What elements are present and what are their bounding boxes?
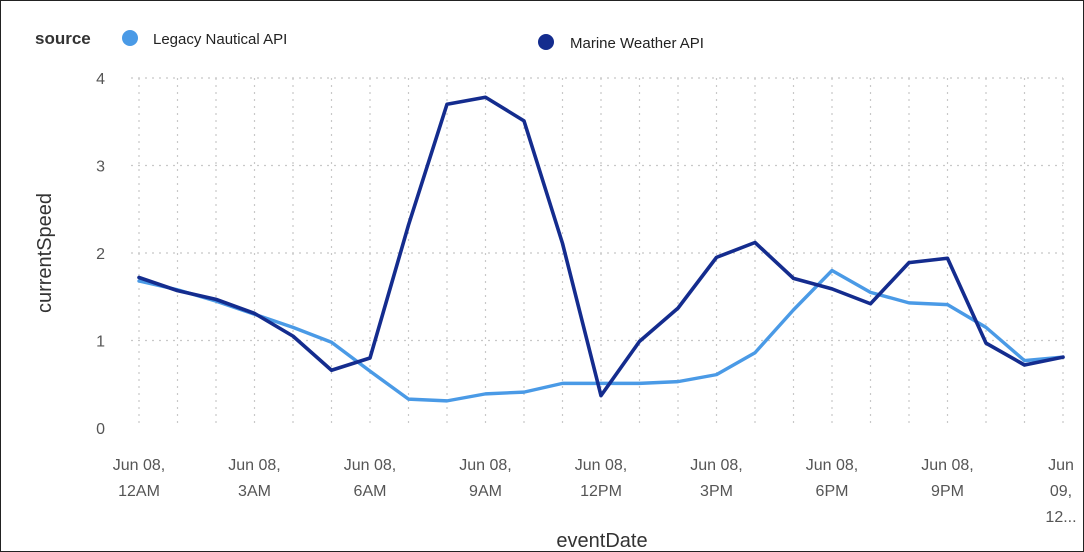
legend-marker-legacy-nautical-api: [122, 30, 138, 46]
x-tick-label-line: Jun 08,: [921, 457, 973, 474]
x-tick-label-line: Jun 08,: [113, 457, 165, 474]
x-axis-ticks: Jun 08, 12AM Jun 08, 3AM Jun 08, 6AM Jun 08, 9A…: [113, 457, 1077, 526]
x-tick-label-line: Jun: [1048, 457, 1074, 474]
series-line-marine-weather-api: [137, 95, 1065, 398]
legend-label-marine-weather-api: Marine Weather API: [570, 35, 704, 52]
x-tick-label-line: 12AM: [118, 483, 160, 500]
x-tick-label-line: Jun 08,: [806, 457, 858, 474]
x-tick-label: Jun 08, 9AM: [459, 457, 511, 500]
x-tick-label: Jun 08, 6AM: [344, 457, 396, 500]
y-tick-label: 3: [96, 159, 105, 176]
x-tick-label-line: 6PM: [816, 483, 849, 500]
grid-layer: [131, 77, 1064, 428]
x-tick-label-line: Jun 08,: [459, 457, 511, 474]
y-axis-title: currentSpeed: [34, 193, 56, 313]
series-layer: [137, 95, 1065, 403]
x-tick-label-line: 3AM: [238, 483, 271, 500]
legend-title: source: [35, 29, 91, 48]
legend-label-legacy-nautical-api: Legacy Nautical API: [153, 31, 287, 48]
x-tick-label: Jun 08, 3AM: [228, 457, 280, 500]
x-tick-label-line: 12...: [1045, 509, 1076, 526]
x-tick-label-line: 3PM: [700, 483, 733, 500]
x-tick-label: Jun 09, 12...: [1045, 457, 1076, 526]
y-tick-label: 0: [96, 421, 105, 438]
y-tick-label: 4: [96, 71, 105, 88]
x-tick-label: Jun 08, 12PM: [575, 457, 627, 500]
x-tick-label-line: 12PM: [580, 483, 622, 500]
x-tick-label-line: Jun 08,: [575, 457, 627, 474]
x-tick-label-line: 9AM: [469, 483, 502, 500]
y-tick-label: 2: [96, 246, 105, 263]
legend: source Legacy Nautical API Marine Weathe…: [35, 29, 704, 52]
x-tick-label-line: Jun 08,: [228, 457, 280, 474]
x-tick-label-line: 6AM: [354, 483, 387, 500]
x-tick-label: Jun 08, 12AM: [113, 457, 165, 500]
y-axis-ticks: 0 1 2 3 4: [96, 71, 105, 438]
series-line-legacy-nautical-api: [137, 268, 1065, 403]
y-tick-label: 1: [96, 334, 105, 351]
x-tick-label: Jun 08, 9PM: [921, 457, 973, 500]
x-tick-label: Jun 08, 3PM: [690, 457, 742, 500]
x-axis-title: eventDate: [556, 530, 647, 551]
x-tick-label-line: Jun 08,: [344, 457, 396, 474]
legend-marker-marine-weather-api: [538, 34, 554, 50]
x-tick-label-line: Jun 08,: [690, 457, 742, 474]
x-tick-label: Jun 08, 6PM: [806, 457, 858, 500]
x-tick-label-line: 9PM: [931, 483, 964, 500]
x-tick-label-line: 09,: [1050, 483, 1072, 500]
